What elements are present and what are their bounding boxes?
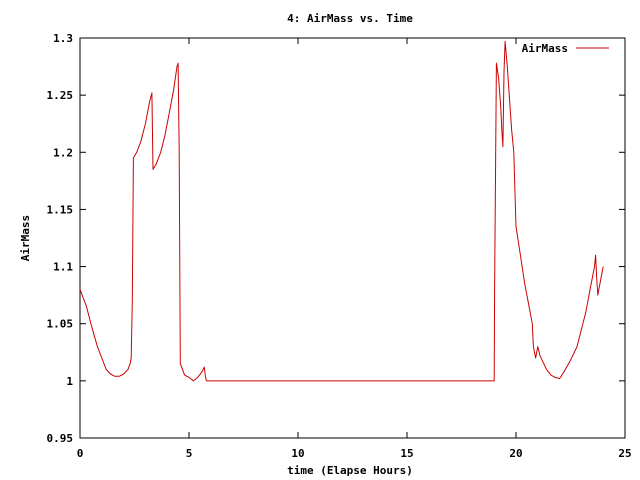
y-tick-label: 1 — [66, 375, 73, 388]
x-axis-label: time (Elapse Hours) — [287, 464, 413, 477]
series-line-airmass — [79, 40, 604, 382]
y-tick-label: 1.15 — [47, 203, 74, 216]
chart-title: 4: AirMass vs. Time — [287, 12, 413, 25]
y-axis-label: AirMass — [19, 215, 32, 261]
legend: AirMass — [522, 42, 609, 55]
x-tick-label: 5 — [186, 447, 193, 460]
x-tick-label: 0 — [77, 447, 84, 460]
x-tick-label: 25 — [618, 447, 631, 460]
x-tick-label: 20 — [509, 447, 522, 460]
legend-label: AirMass — [522, 42, 568, 55]
x-tick-label: 15 — [400, 447, 413, 460]
x-axis: 0 5 10 15 20 25 — [77, 38, 632, 460]
y-tick-label: 0.95 — [47, 432, 74, 445]
y-tick-label: 1.05 — [47, 318, 74, 331]
y-tick-label: 1.25 — [47, 89, 74, 102]
plot-frame — [79, 37, 626, 439]
x-tick-label: 10 — [291, 447, 304, 460]
series-layer — [79, 40, 604, 382]
y-tick-label: 1.2 — [53, 146, 73, 159]
y-axis: 0.95 1 1.05 1.1 1.15 1.2 1.25 1.3 — [47, 32, 625, 445]
y-tick-label: 1.1 — [53, 261, 73, 274]
y-tick-label: 1.3 — [53, 32, 73, 45]
